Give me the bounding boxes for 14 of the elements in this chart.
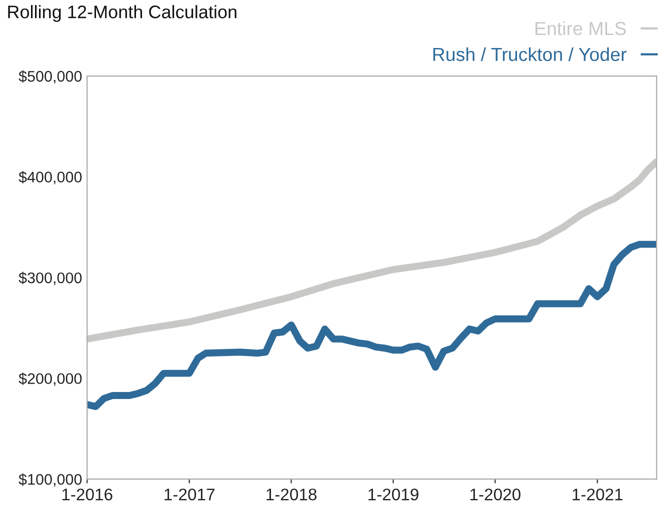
y-tick-label: $500,000 [18,70,82,84]
legend-label: Entire MLS [536,21,626,36]
y-tick-label: $300,000 [18,272,82,286]
chart-title: Rolling 12-Month Calculation [8,5,236,22]
x-tick-label: 1-2016 [62,488,112,500]
x-tick-label: 1-2018 [266,488,316,500]
x-tick-label: 1-2021 [572,488,623,500]
y-tick-label: $100,000 [18,473,82,487]
y-tick-label: $400,000 [18,171,82,184]
x-tick-label: 1-2020 [470,488,520,500]
y-tick-label: $200,000 [18,372,82,386]
x-tick-label: 1-2019 [368,488,418,500]
legend-label: Rush / Truckton / Yoder [433,47,626,62]
x-tick-label: 1-2017 [164,488,214,500]
